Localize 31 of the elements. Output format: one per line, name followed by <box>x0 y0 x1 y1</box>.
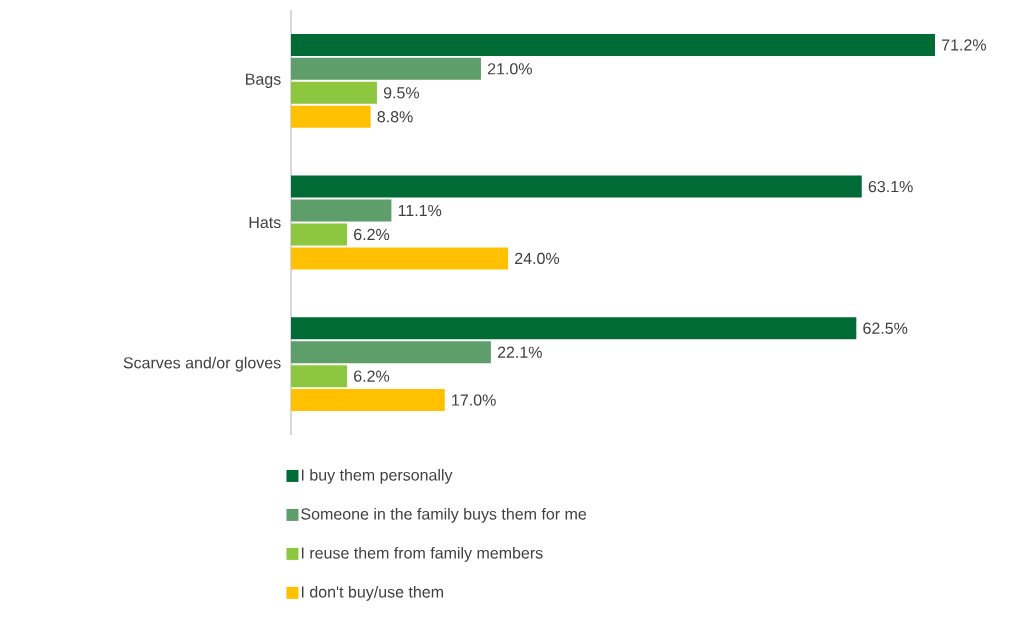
data-label: 8.8% <box>377 111 413 123</box>
bar <box>291 199 392 222</box>
bar <box>291 389 445 412</box>
bar <box>291 365 348 388</box>
legend-label: Someone in the family buys them for me <box>301 507 587 523</box>
y-tick-label: Scarves and/or gloves <box>123 356 281 372</box>
data-label: 63.1% <box>868 180 913 193</box>
legend-label: I buy them personally <box>301 468 453 484</box>
legend-label: I don't buy/use them <box>301 585 443 601</box>
bar <box>291 317 857 340</box>
data-label: 21.0% <box>487 63 532 75</box>
data-label: 62.5% <box>863 322 908 334</box>
bar <box>291 247 509 270</box>
data-label: 24.0% <box>515 252 560 265</box>
bar <box>291 341 491 364</box>
data-label: 22.1% <box>497 346 542 358</box>
y-tick-label: Hats <box>249 216 281 229</box>
data-label: 6.2% <box>354 370 390 382</box>
bar <box>291 105 371 128</box>
y-tick-label: Bags <box>246 73 281 89</box>
bar <box>291 81 377 104</box>
bar <box>291 223 348 246</box>
legend-label: I reuse them from family members <box>301 546 543 562</box>
data-label: 11.1% <box>398 204 442 217</box>
bar <box>291 33 936 56</box>
data-label: 17.0% <box>452 394 496 406</box>
data-label: 71.2% <box>942 39 986 51</box>
data-label: 9.5% <box>383 87 420 99</box>
bar <box>291 175 862 198</box>
data-label: 6.2% <box>354 228 390 241</box>
bar <box>291 57 481 80</box>
